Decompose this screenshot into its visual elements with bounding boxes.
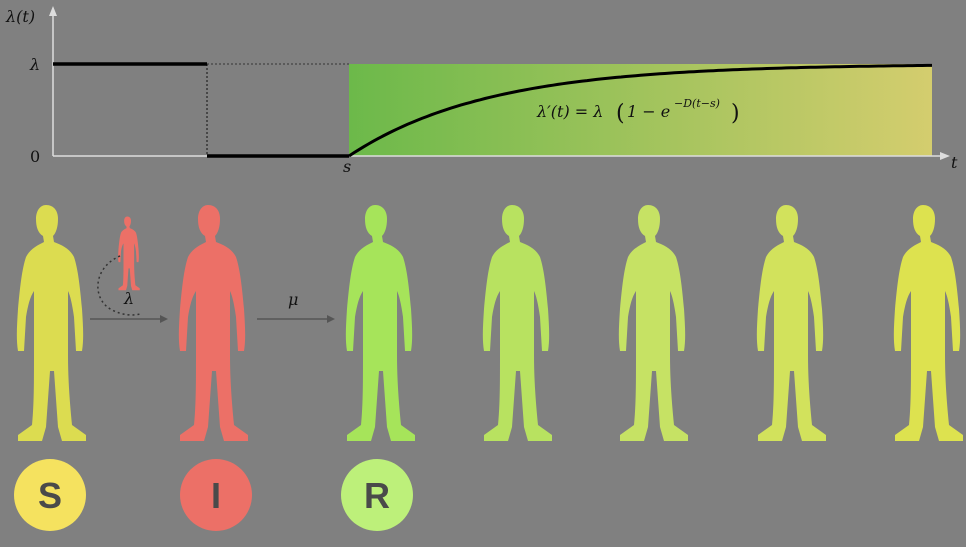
infection-rate-label: λ xyxy=(123,289,134,308)
badge-circle xyxy=(180,459,252,531)
person-silhouette-icon xyxy=(618,205,688,441)
tick-label-lambda: λ xyxy=(29,55,40,74)
badge-letter: R xyxy=(364,475,390,516)
arrow-head xyxy=(160,315,168,323)
hazard-rate-plot: λ(t) t λ 0 s λ′(t) = λ ( 1 − e −D(t−s) ) xyxy=(5,6,958,176)
y-axis-label: λ(t) xyxy=(5,7,35,26)
tick-label-zero: 0 xyxy=(30,147,40,166)
person-silhouette-icon xyxy=(345,205,415,441)
person-silhouette-icon xyxy=(893,205,963,441)
badge-circle xyxy=(341,459,413,531)
formula-lhs: λ′(t) = λ xyxy=(536,102,603,121)
badge-recovered: R xyxy=(341,459,413,531)
person-silhouette-icon xyxy=(16,205,86,441)
x-axis-label: t xyxy=(951,153,958,172)
person-silhouette-icon xyxy=(178,205,248,441)
arrow-head xyxy=(327,315,335,323)
tick-label-s: s xyxy=(343,157,351,176)
population-row: λ μ xyxy=(16,205,963,441)
formula-inner: 1 − e xyxy=(627,102,670,121)
y-axis-arrow xyxy=(49,6,57,16)
badge-letter: S xyxy=(38,475,62,516)
badge-susceptible: S xyxy=(14,459,86,531)
formula-exponent: −D(t−s) xyxy=(674,97,720,110)
contact-arc xyxy=(97,255,141,316)
recovery-rate-label: μ xyxy=(288,290,298,309)
badge-infected: I xyxy=(180,459,252,531)
rate-recovery-curve xyxy=(348,63,932,158)
badge-circle xyxy=(14,459,86,531)
compartment-badges: S I R xyxy=(14,459,413,531)
badge-letter: I xyxy=(211,475,221,516)
formula-close-paren: ) xyxy=(731,101,740,126)
infector-person-icon xyxy=(118,216,140,291)
formula-open-paren: ( xyxy=(616,101,625,126)
person-silhouette-icon xyxy=(756,205,826,441)
person-silhouette-icon xyxy=(482,205,552,441)
x-axis-arrow xyxy=(940,152,950,160)
rate-formula: λ′(t) = λ ( 1 − e −D(t−s) ) xyxy=(536,97,740,126)
